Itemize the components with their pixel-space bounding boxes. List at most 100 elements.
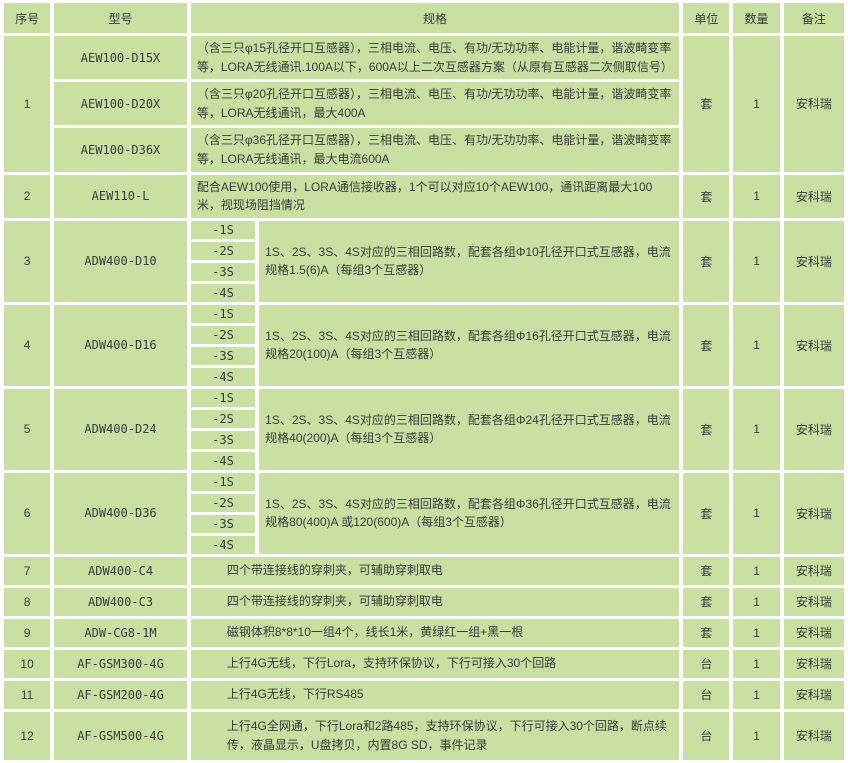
table-row: -4S <box>4 367 844 386</box>
table-row: -2S <box>4 493 844 512</box>
cell-spec: 四个带连接线的穿刺夹，可辅助穿刺取电 <box>190 556 680 585</box>
cell-unit: 台 <box>683 649 730 678</box>
table-row: -3S <box>4 514 844 533</box>
cell-qty: 1 <box>733 304 780 386</box>
table-row: -3S <box>4 430 844 449</box>
cell-model: AEW100-D36X <box>54 128 187 172</box>
cell-spec: （含三只φ20孔径开口互感器），三相电流、电压、有功/无功功率、电能计量，谐波畸… <box>190 82 680 126</box>
cell-variant: -4S <box>190 283 256 302</box>
cell-model: ADW-CG8-1M <box>54 618 187 647</box>
table-row: 9 ADW-CG8-1M 磁钢体积8*8*10一组4个，线长1米，黄绿红一组+黑… <box>4 618 844 647</box>
cell-no: 12 <box>4 711 51 760</box>
table-row: AEW100-D20X （含三只φ20孔径开口互感器），三相电流、电压、有功/无… <box>4 82 844 126</box>
header-qty: 数量 <box>733 3 780 33</box>
cell-variant: -4S <box>190 535 256 554</box>
cell-unit: 套 <box>683 174 730 218</box>
cell-variant: -2S <box>190 493 256 512</box>
header-no: 序号 <box>4 3 51 33</box>
cell-model: ADW400-D16 <box>54 304 187 386</box>
cell-note: 安科瑞 <box>783 711 844 760</box>
cell-qty: 1 <box>733 680 780 709</box>
cell-note: 安科瑞 <box>783 649 844 678</box>
cell-model: ADW400-D24 <box>54 388 187 470</box>
table-row: 11 AF-GSM200-4G 上行4G无线，下行RS485 台 1 安科瑞 <box>4 680 844 709</box>
header-unit: 单位 <box>683 3 730 33</box>
table-row: 7 ADW400-C4 四个带连接线的穿刺夹，可辅助穿刺取电 套 1 安科瑞 <box>4 556 844 585</box>
cell-variant: -2S <box>190 409 256 428</box>
cell-qty: 1 <box>733 220 780 302</box>
cell-note: 安科瑞 <box>783 587 844 616</box>
table-row: 10 AF-GSM300-4G 上行4G无线，下行Lora，支持环保协议，下行可… <box>4 649 844 678</box>
table-row: 2 AEW110-L 配合AEW100使用，LORA通信接收器，1个可以对应10… <box>4 174 844 218</box>
cell-note: 安科瑞 <box>783 174 844 218</box>
table-row: -2S <box>4 325 844 344</box>
cell-variant: -3S <box>190 346 256 365</box>
cell-qty: 1 <box>733 388 780 470</box>
cell-variant: -1S <box>190 304 256 323</box>
table-row: 4 ADW400-D16 -1S 1S、2S、3S、4S对应的三相回路数，配套各… <box>4 304 844 386</box>
cell-variant: -2S <box>190 241 256 260</box>
cell-no: 5 <box>4 388 51 470</box>
table-row: 12 AF-GSM500-4G 上行4G全网通，下行Lora和2路485，支持环… <box>4 711 844 760</box>
cell-spec: 1S、2S、3S、4S对应的三相回路数，配套各组Φ36孔径开口式互感器，电流规格… <box>259 472 680 554</box>
cell-model: ADW400-C4 <box>54 556 187 585</box>
cell-unit: 台 <box>683 680 730 709</box>
cell-qty: 1 <box>733 618 780 647</box>
cell-model: AF-GSM300-4G <box>54 649 187 678</box>
cell-unit: 套 <box>683 587 730 616</box>
cell-model: ADW400-C3 <box>54 587 187 616</box>
cell-unit: 套 <box>683 556 730 585</box>
cell-qty: 1 <box>733 472 780 554</box>
cell-spec: 四个带连接线的穿刺夹，可辅助穿刺取电 <box>190 587 680 616</box>
cell-spec: 配合AEW100使用，LORA通信接收器，1个可以对应10个AEW100，通讯距… <box>190 174 680 218</box>
table-header-row: 序号 型号 规格 单位 数量 备注 <box>4 3 844 33</box>
table-row: -3S <box>4 262 844 281</box>
table-row: 8 ADW400-C3 四个带连接线的穿刺夹，可辅助穿刺取电 套 1 安科瑞 <box>4 587 844 616</box>
cell-variant: -1S <box>190 388 256 407</box>
cell-no: 11 <box>4 680 51 709</box>
cell-no: 4 <box>4 304 51 386</box>
cell-variant: -3S <box>190 262 256 281</box>
cell-no: 9 <box>4 618 51 647</box>
table-row: -3S <box>4 346 844 365</box>
cell-no: 1 <box>4 36 51 172</box>
cell-no: 2 <box>4 174 51 218</box>
table-row: 1 AEW100-D15X （含三只φ15孔径开口互感器），三相电流、电压、有功… <box>4 36 844 172</box>
cell-variant: -4S <box>190 367 256 386</box>
cell-no: 6 <box>4 472 51 554</box>
cell-qty: 1 <box>733 711 780 760</box>
cell-model: AF-GSM200-4G <box>54 680 187 709</box>
cell-unit: 套 <box>683 472 730 554</box>
cell-spec: 上行4G全网通，下行Lora和2路485，支持环保协议，下行可接入30个回路，断… <box>190 711 680 760</box>
table-row: 5 ADW400-D24 -1S 1S、2S、3S、4S对应的三相回路数，配套各… <box>4 388 844 470</box>
header-spec: 规格 <box>190 3 680 33</box>
cell-variant: -1S <box>190 472 256 491</box>
table-row: -4S <box>4 283 844 302</box>
table-row: 6 ADW400-D36 -1S 1S、2S、3S、4S对应的三相回路数，配套各… <box>4 472 844 554</box>
cell-note: 安科瑞 <box>783 36 844 172</box>
cell-variant: -3S <box>190 430 256 449</box>
cell-variant: -4S <box>190 451 256 470</box>
cell-spec: 磁钢体积8*8*10一组4个，线长1米，黄绿红一组+黑一根 <box>190 618 680 647</box>
cell-model: ADW400-D10 <box>54 220 187 302</box>
table-row: AEW100-D36X （含三只φ36孔径开口互感器），三相电流、电压、有功/无… <box>4 128 844 172</box>
cell-variant: -1S <box>190 220 256 239</box>
cell-qty: 1 <box>733 649 780 678</box>
cell-model: AEW100-D15X <box>54 36 187 80</box>
cell-note: 安科瑞 <box>783 304 844 386</box>
cell-qty: 1 <box>733 174 780 218</box>
cell-variant: -3S <box>190 514 256 533</box>
cell-model: AEW100-D20X <box>54 82 187 126</box>
cell-spec: 上行4G无线，下行RS485 <box>190 680 680 709</box>
cell-spec: （含三只φ15孔径开口互感器），三相电流、电压、有功/无功功率、电能计量，谐波畸… <box>190 36 680 80</box>
cell-note: 安科瑞 <box>783 618 844 647</box>
table-row: 3 ADW400-D10 -1S 1S、2S、3S、4S对应的三相回路数，配套各… <box>4 220 844 302</box>
table-row: -2S <box>4 409 844 428</box>
cell-unit: 台 <box>683 711 730 760</box>
cell-note: 安科瑞 <box>783 472 844 554</box>
cell-qty: 1 <box>733 556 780 585</box>
cell-no: 8 <box>4 587 51 616</box>
cell-note: 安科瑞 <box>783 388 844 470</box>
